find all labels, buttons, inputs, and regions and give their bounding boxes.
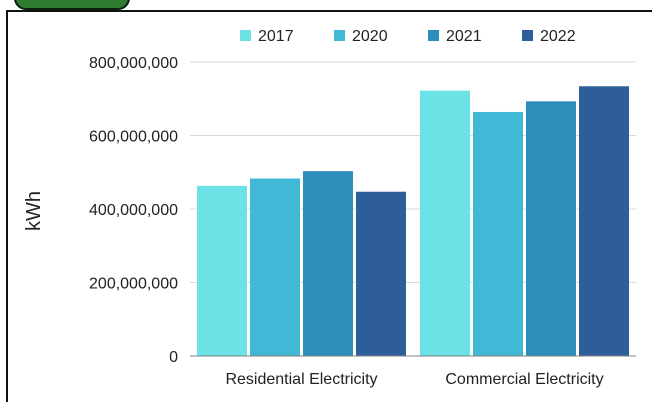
bar-2022-residential [356, 191, 406, 356]
bar-2021-commercial [526, 101, 576, 356]
legend-label-2020: 2020 [352, 28, 388, 45]
bar-2017-residential [197, 185, 247, 356]
x-category-label: Residential Electricity [225, 371, 377, 388]
legend: 2017 2020 2021 2022 [240, 28, 576, 45]
legend-swatch-2020 [334, 30, 345, 41]
bar-2022-commercial [579, 86, 629, 356]
y-tick-label: 200,000,000 [89, 276, 178, 293]
legend-swatch-2022 [522, 30, 533, 41]
bar-2020-commercial [473, 111, 523, 356]
y-tick-label: 400,000,000 [89, 202, 178, 219]
legend-swatch-2021 [428, 30, 439, 41]
bars [197, 86, 629, 356]
x-category-label: Commercial Electricity [445, 371, 603, 388]
y-tick-label: 800,000,000 [89, 55, 178, 72]
axes: 0 200,000,000 400,000,000 600,000,000 800,00… [89, 55, 636, 388]
legend-label-2021: 2021 [446, 28, 482, 45]
bar-2017-commercial [420, 90, 470, 356]
bar-2020-residential [250, 178, 300, 356]
legend-label-2022: 2022 [540, 28, 576, 45]
legend-label-2017: 2017 [258, 28, 294, 45]
y-tick-label: 600,000,000 [89, 129, 178, 146]
y-axis-label: kWh [23, 191, 45, 231]
legend-swatch-2017 [240, 30, 251, 41]
bar-2021-residential [303, 171, 353, 356]
y-tick-label: 0 [169, 349, 178, 366]
